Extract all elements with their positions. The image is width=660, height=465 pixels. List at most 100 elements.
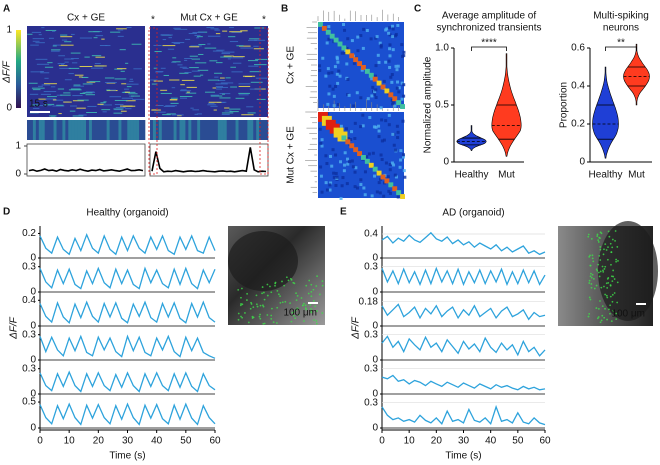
heatmap-streak [52,99,57,101]
matrix-cell [377,135,381,139]
heatmap-streak [82,83,93,85]
matrix-cell [370,77,374,81]
heatmap-streak [120,105,133,107]
matrix-cell [361,46,365,50]
y-tick-label: 0.4 [364,229,378,240]
matrix-cell [361,124,365,128]
heatmap-streak [224,107,230,109]
heatmap-streak [110,31,121,33]
heatmap-streak [220,82,234,84]
annotation-box [259,27,269,175]
matrix-cell [395,68,399,72]
heatmap-streak [208,102,215,104]
matrix-cell [347,137,351,141]
micrograph-cell [597,263,600,266]
matrix-cell [388,33,392,37]
heatmap-streak [81,76,89,78]
heatmap-streak [88,31,100,33]
heatmap-streak [221,113,230,115]
heatmap-streak [246,106,254,108]
panel-label: C [414,4,421,15]
matrix-cell [388,54,392,58]
heatmap-streak [41,84,51,86]
matrix-cell [359,125,363,129]
plot-title: Average amplitude of [442,11,537,22]
mean-strip-cell [152,120,157,140]
matrix-cell [334,171,338,175]
heatmap-streak [99,44,108,46]
violin [623,43,650,106]
matrix-cell [384,60,388,64]
matrix-cell [343,163,347,167]
matrix-cell [401,155,405,159]
x-tick-label: 10 [64,436,76,447]
micrograph-cell [302,302,305,305]
matrix-cell [319,174,323,178]
micrograph-cell [588,296,591,299]
matrix-diag [329,33,335,39]
heatmap-streak [162,39,167,41]
micrograph-cell [602,270,605,273]
matrix-cell [327,71,331,75]
micrograph-cell [240,315,242,318]
mean-strip-cell [217,120,222,140]
micrograph-cell [266,283,269,286]
heatmap-streak [105,45,111,47]
y-tick-label: 1.0 [435,43,449,54]
heatmap-streak [129,78,133,80]
heatmap-streak [194,34,201,36]
mean-strip-cell [56,120,60,140]
panel-title: Healthy (organoid) [86,208,168,219]
x-tick-label: Mut [628,170,645,181]
mean-strip-cell [115,120,119,140]
matrix-cell [363,170,367,174]
heatmap-streak [223,55,234,57]
heatmap-streak [150,79,158,81]
heatmap-streak [51,50,60,52]
matrix-diag [341,45,347,51]
heatmap-streak [186,86,197,88]
heatmap-streak [221,112,234,114]
matrix-diag [333,37,339,43]
matrix-cell [392,163,396,167]
mean-strip-cell [71,120,75,140]
heatmap-streak [70,88,81,90]
heatmap-streak [64,79,72,81]
heatmap-streak [72,100,84,102]
mean-strip-cell [250,120,254,140]
heatmap-streak [172,61,181,63]
micrograph-cell [266,314,269,316]
heatmap-streak [197,69,209,71]
mean-strip-cell [173,120,177,140]
heatmap-streak [160,89,168,91]
heatmap-streak [160,34,173,36]
heatmap-streak [45,98,56,100]
micrograph-cell [599,270,602,273]
y-tick-label: 0 [30,389,36,400]
micrograph-cell [592,260,595,263]
matrix-cell [384,161,388,165]
micrograph-cell [310,295,313,298]
heatmap-streak [213,109,217,111]
micrograph-cell [609,312,611,315]
matrix-cell [380,139,384,143]
micrograph-cell [240,302,242,305]
heatmap-streak [60,44,74,46]
micrograph-cell [270,291,273,294]
matrix-cell [379,153,383,157]
trace-line [381,374,546,391]
matrix-cell [334,153,338,157]
heatmap-streak [43,83,57,85]
heatmap-streak [70,52,81,54]
heatmap-streak [82,92,93,94]
micrograph-cell [252,306,255,309]
matrix-diag [388,92,394,98]
matrix-label: Cx + GE [286,46,297,84]
matrix-diag [380,84,386,90]
micrograph-cell [612,269,615,272]
matrix-cell [350,39,354,43]
y-tick-label: 0.3 [22,329,36,340]
x-tick-label: 10 [404,436,416,447]
heatmap-streak [230,66,237,68]
matrix-cell [387,31,391,35]
